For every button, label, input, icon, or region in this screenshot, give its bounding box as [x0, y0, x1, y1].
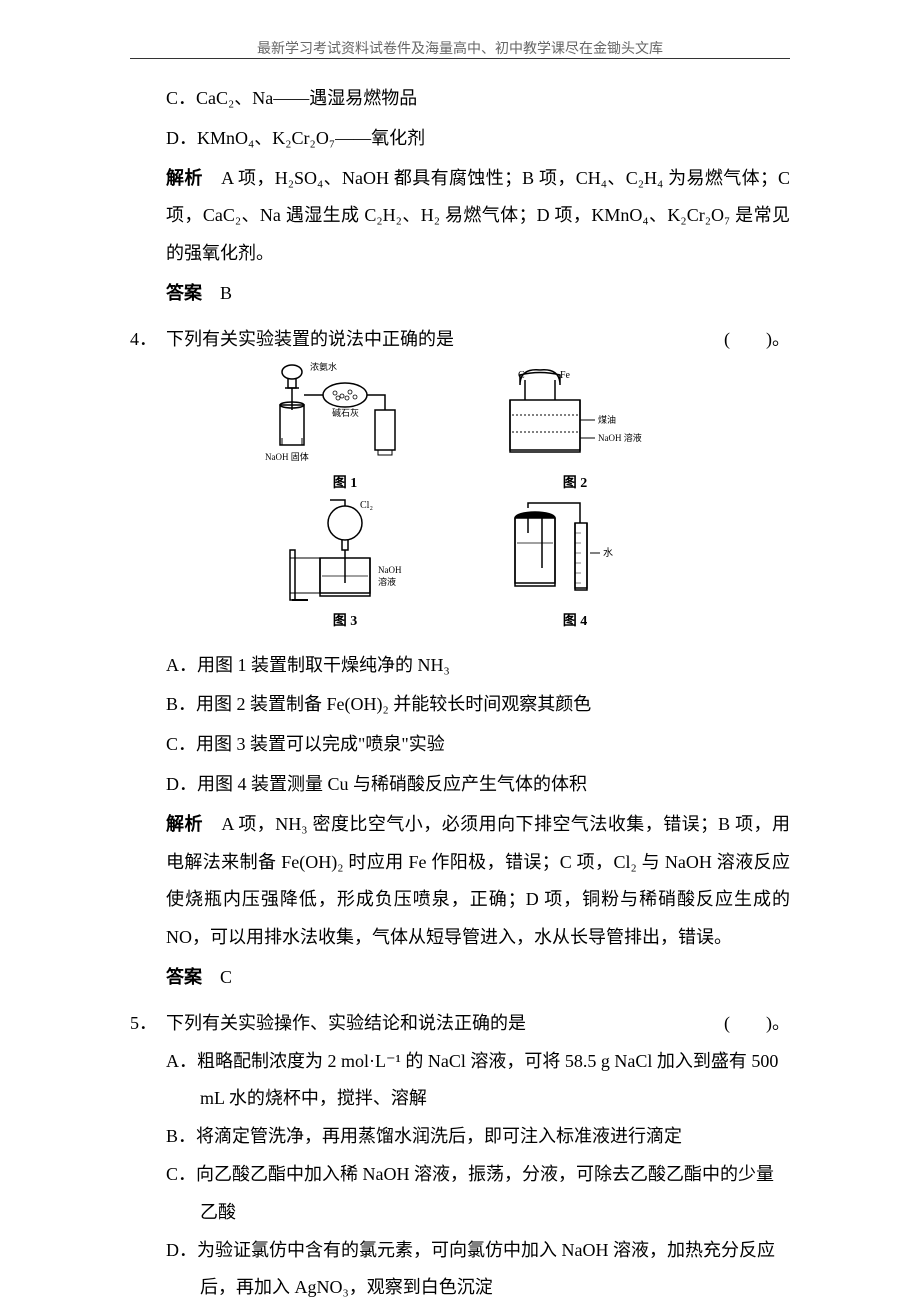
diagram-1: 浓氨水 碱石灰 NaOH 固体 图 1 [245, 369, 445, 499]
page-content: C．CaC₂、Na——遇湿易燃物品 D．KMnO₄、K₂Cr₂O₇——氧化剂 解… [130, 80, 790, 1307]
label-shui: 水 [603, 547, 613, 559]
q5-number: 5． [130, 1005, 166, 1043]
q5-option-c: C．向乙酸乙酯中加入稀 NaOH 溶液，振荡，分液，可除去乙酸乙酯中的少量乙酸 [130, 1156, 790, 1232]
label-fe: Fe [560, 370, 571, 381]
label-c: C [518, 370, 525, 381]
q4-number: 4． [130, 321, 166, 359]
q4-answer-value: C [202, 967, 232, 987]
header-divider [130, 58, 790, 59]
diagram-1-label: 图 1 [333, 469, 358, 498]
q4-answer: 答案 C [130, 959, 790, 997]
explain-label: 解析 [166, 168, 203, 188]
diagram-2: C Fe 煤油 NaOH 溶液 图 2 [475, 369, 675, 499]
explain-text: A 项，H₂SO₄、NaOH 都具有腐蚀性；B 项，CH₄、C₂H₄ 为易燃气体… [166, 168, 790, 264]
label-jianshihui: 碱石灰 [332, 407, 359, 418]
q3-explanation: 解析 A 项，H₂SO₄、NaOH 都具有腐蚀性；B 项，CH₄、C₂H₄ 为易… [130, 160, 790, 273]
answer-label: 答案 [166, 283, 202, 303]
q4-option-d: D．用图 4 装置测量 Cu 与稀硝酸反应产生气体的体积 [130, 766, 790, 804]
q5-option-d: D．为验证氯仿中含有的氯元素，可向氯仿中加入 NaOH 溶液，加热充分反应后，再… [130, 1232, 790, 1307]
diagram-2-label: 图 2 [563, 469, 588, 498]
diagram-4: 水 图 4 [475, 507, 675, 637]
q4-diagrams: 浓氨水 碱石灰 NaOH 固体 图 1 [130, 363, 790, 643]
header-text: 最新学习考试资料试卷件及海量高中、初中教学课尽在金锄头文库 [257, 42, 663, 57]
label-naohry: NaOH 溶液 [598, 432, 642, 443]
label-rongye3: 溶液 [378, 576, 396, 587]
q5-paren: ( )。 [724, 1005, 790, 1043]
q5-stem-row: 5． 下列有关实验操作、实验结论和说法正确的是 ( )。 [130, 1005, 790, 1043]
q3-option-c: C．CaC₂、Na——遇湿易燃物品 [130, 80, 790, 118]
q5-option-b: B．将滴定管洗净，再用蒸馏水润洗后，即可注入标准液进行滴定 [130, 1118, 790, 1156]
q4-stem: 下列有关实验装置的说法中正确的是 ( )。 [166, 321, 790, 359]
label-meiyou: 煤油 [598, 414, 616, 425]
apparatus-1-svg: 浓氨水 碱石灰 NaOH 固体 [260, 360, 430, 465]
q4-option-b: B．用图 2 装置制备 Fe(OH)₂ 并能较长时间观察其颜色 [130, 686, 790, 724]
q3-option-d: D．KMnO₄、K₂Cr₂O₇——氧化剂 [130, 120, 790, 158]
q3-answer: 答案 B [130, 275, 790, 313]
answer-value: B [202, 283, 232, 303]
page-header: 最新学习考试资料试卷件及海量高中、初中教学课尽在金锄头文库 [0, 38, 920, 58]
q4-explanation: 解析 A 项，NH₃ 密度比空气小，必须用向下排空气法收集，错误；B 项，用电解… [130, 806, 790, 957]
q5-option-a: A．粗略配制浓度为 2 mol·L⁻¹ 的 NaCl 溶液，可将 58.5 g … [130, 1043, 790, 1119]
label-naohgu: NaOH 固体 [265, 451, 309, 462]
diagram-3: Cl₂ NaOH 溶液 图 3 [245, 507, 445, 637]
q5-stem: 下列有关实验操作、实验结论和说法正确的是 ( )。 [166, 1005, 790, 1043]
label-naoh3: NaOH [378, 565, 402, 575]
diagram-4-label: 图 4 [563, 607, 588, 636]
q4-answer-label: 答案 [166, 967, 202, 987]
q4-paren: ( )。 [724, 321, 790, 359]
apparatus-4-svg: 水 [490, 498, 660, 603]
apparatus-3-svg: Cl₂ NaOH 溶液 [260, 498, 430, 603]
q4-stem-row: 4． 下列有关实验装置的说法中正确的是 ( )。 [130, 321, 790, 359]
apparatus-2-svg: C Fe 煤油 NaOH 溶液 [490, 360, 660, 465]
label-nongan: 浓氨水 [310, 361, 337, 372]
q4-explain-label: 解析 [166, 814, 203, 834]
q4-option-a: A．用图 1 装置制取干燥纯净的 NH₃ [130, 647, 790, 685]
q4-option-c: C．用图 3 装置可以完成"喷泉"实验 [130, 726, 790, 764]
label-cl2: Cl₂ [360, 500, 373, 511]
q4-explain-text: A 项，NH₃ 密度比空气小，必须用向下排空气法收集，错误；B 项，用电解法来制… [166, 814, 790, 947]
diagram-3-label: 图 3 [333, 607, 358, 636]
